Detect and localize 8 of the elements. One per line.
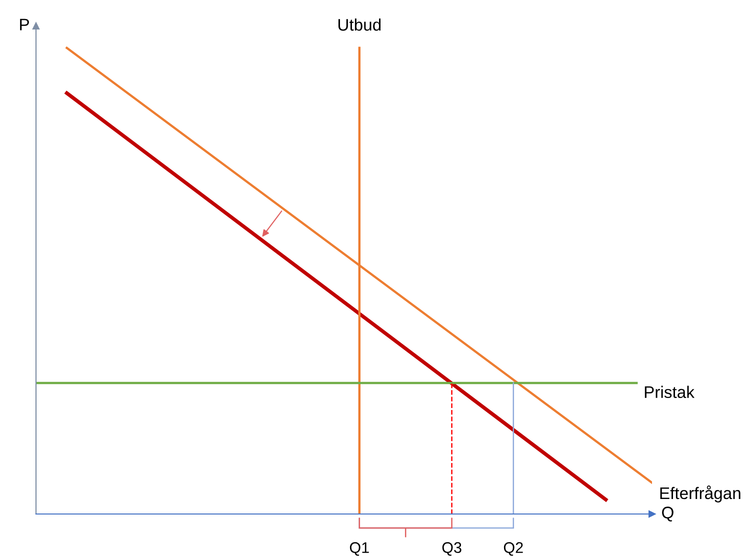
x-tick-label: Q3 xyxy=(442,542,462,556)
x-tick-label: Q1 xyxy=(350,542,369,556)
series-label: Utbud xyxy=(338,18,381,31)
x-axis-title: Q xyxy=(662,506,674,522)
x-tick-label: Q2 xyxy=(504,542,523,556)
y-axis-title: P xyxy=(20,18,29,30)
series-label: Efterfrågan xyxy=(660,486,740,502)
series-label: Pristak xyxy=(644,386,695,398)
